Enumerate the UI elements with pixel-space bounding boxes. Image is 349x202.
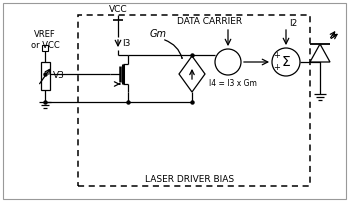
Bar	[40, 62, 50, 90]
Text: $\Sigma$: $\Sigma$	[281, 55, 291, 69]
Text: VREF
or VCC: VREF or VCC	[31, 30, 59, 50]
Text: Gm: Gm	[149, 29, 166, 39]
Text: +: +	[274, 52, 281, 61]
Text: I4 = I3 x Gm: I4 = I3 x Gm	[209, 80, 257, 88]
Circle shape	[215, 49, 241, 75]
Text: I3: I3	[122, 40, 131, 48]
Polygon shape	[310, 44, 330, 62]
Text: VCC: VCC	[109, 5, 127, 15]
Bar	[42, 45, 48, 51]
Circle shape	[272, 48, 300, 76]
Text: DATA CARRIER: DATA CARRIER	[177, 18, 243, 26]
Text: LASER DRIVER BIAS: LASER DRIVER BIAS	[146, 176, 235, 184]
Text: +: +	[274, 63, 281, 73]
Polygon shape	[179, 56, 205, 92]
FancyArrowPatch shape	[165, 40, 182, 58]
Text: I2: I2	[289, 20, 297, 28]
Text: V3: V3	[53, 72, 65, 81]
